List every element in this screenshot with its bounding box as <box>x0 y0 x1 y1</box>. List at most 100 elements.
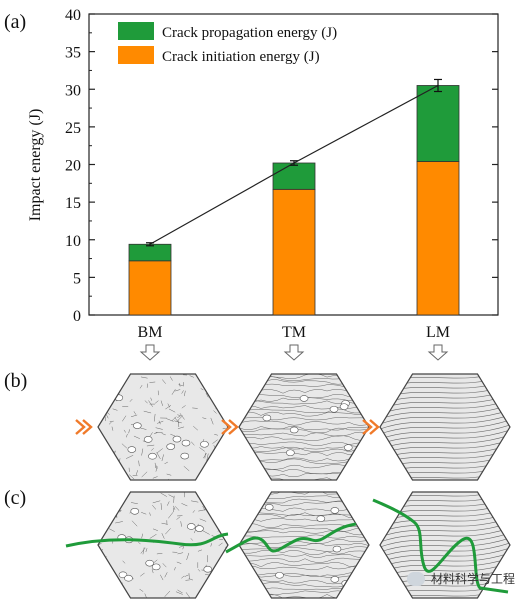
y-tick-label: 0 <box>73 308 81 325</box>
microstructure-hex <box>98 492 231 599</box>
hex-background <box>98 492 228 598</box>
texture-line <box>214 495 217 499</box>
texture-line <box>110 458 114 459</box>
texture-line <box>213 474 216 481</box>
grain-particle <box>317 516 325 522</box>
bar-initiation <box>129 261 171 315</box>
texture-line <box>98 434 102 439</box>
legend-label-propagation: Crack propagation energy (J) <box>162 25 337 41</box>
microstructure-hex <box>239 373 371 484</box>
grain-particle <box>167 444 175 450</box>
grain-particle <box>263 415 271 421</box>
grain-particle <box>128 447 136 453</box>
texture-line <box>224 469 227 472</box>
grain-particle <box>181 453 189 459</box>
texture-line <box>223 439 225 443</box>
texture-line <box>106 574 108 577</box>
texture-line <box>108 467 111 468</box>
bars <box>129 85 459 315</box>
x-tick-label: TM <box>282 324 306 341</box>
texture-line <box>101 580 105 586</box>
texture-line <box>214 465 218 469</box>
grain-particle <box>133 423 141 429</box>
y-tick-label: 10 <box>65 233 81 250</box>
grain-particle <box>182 440 190 446</box>
texture-line <box>99 516 102 517</box>
microstructure-hex <box>97 374 228 485</box>
legend-swatch-propagation <box>118 22 154 40</box>
grain-particle <box>330 406 338 412</box>
microstructure-hex <box>239 491 371 599</box>
panel-c-label: (c) <box>4 487 26 509</box>
texture-line <box>213 506 217 507</box>
x-tick-label: BM <box>138 324 163 341</box>
grain-particle <box>144 436 152 442</box>
texture-line <box>221 374 224 378</box>
texture-line <box>113 512 115 515</box>
texture-line <box>223 509 224 513</box>
grain-particle <box>173 436 181 442</box>
grain-particle <box>331 576 339 582</box>
x-tick-label: LM <box>426 324 450 341</box>
texture-line <box>223 495 228 498</box>
texture-line <box>215 584 216 590</box>
watermark-text: 材料科学与工程 <box>431 570 515 587</box>
texture-line <box>99 407 100 410</box>
down-arrow-icon <box>285 345 303 360</box>
grain-particle <box>204 566 212 572</box>
texture-line <box>221 527 226 528</box>
texture-line <box>109 389 113 391</box>
wechat-logo-icon <box>407 572 425 586</box>
texture-line <box>110 375 115 380</box>
down-arrows <box>141 345 447 360</box>
texture-line <box>97 390 101 395</box>
hex-background <box>98 374 228 480</box>
texture-line <box>208 586 211 590</box>
texture-line <box>224 522 228 523</box>
watermark: 材料科学与工程 <box>407 570 515 587</box>
y-tick-label: 40 <box>65 7 81 24</box>
down-arrow-icon <box>429 345 447 360</box>
texture-line <box>120 478 121 482</box>
legend-swatch-initiation <box>118 46 154 64</box>
texture-line <box>105 513 108 515</box>
grain-particle <box>195 526 203 532</box>
y-tick-label: 15 <box>65 195 81 212</box>
texture-line <box>220 459 224 460</box>
panel-a-label: (a) <box>4 11 26 33</box>
texture-lath <box>239 481 371 485</box>
grain-particle <box>131 508 139 514</box>
y-tick-label: 25 <box>65 120 81 137</box>
chevron-icon <box>76 420 91 434</box>
texture-line <box>228 515 229 520</box>
texture-line <box>120 378 123 379</box>
panel-b-label: (b) <box>4 370 27 392</box>
bar-propagation <box>273 163 315 189</box>
texture-line <box>105 569 111 571</box>
texture-line <box>109 511 115 516</box>
texture-line <box>100 495 101 502</box>
bar-initiation <box>417 161 459 315</box>
y-tick-label: 5 <box>73 270 81 287</box>
y-axis-label: Impact energy (J) <box>27 109 44 222</box>
grain-particle <box>286 450 294 456</box>
texture-line <box>210 578 213 579</box>
texture-line <box>109 590 114 596</box>
texture-line <box>119 591 122 595</box>
texture-line <box>219 492 220 496</box>
texture-line <box>109 577 112 583</box>
texture-line <box>101 528 106 530</box>
grain-particle <box>290 427 298 433</box>
legend-label-initiation: Crack initiation energy (J) <box>162 49 320 65</box>
hex-background <box>239 374 369 480</box>
texture-line <box>122 591 124 598</box>
bar-propagation <box>129 244 171 261</box>
grain-particle <box>200 441 208 447</box>
grain-particle <box>152 564 160 570</box>
bar-initiation <box>273 189 315 315</box>
texture-line <box>220 571 226 573</box>
grain-particle <box>265 504 273 510</box>
legend: Crack propagation energy (J) Crack initi… <box>118 22 337 65</box>
